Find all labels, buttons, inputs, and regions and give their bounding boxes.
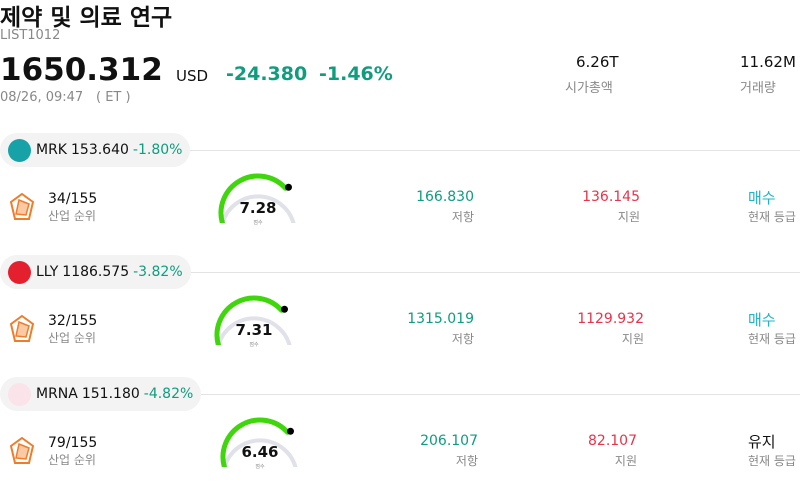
rank: 79/155 (48, 435, 98, 451)
rank-icon (9, 314, 35, 342)
support-label: 지원 (614, 454, 637, 468)
support: 1129.932 (577, 311, 644, 327)
rank-icon (9, 436, 35, 464)
support-label: 지원 (617, 210, 640, 224)
rating-label: 현재 등급 (748, 454, 796, 468)
resistance: 1315.019 (407, 311, 474, 327)
stat-label: 시가총액 (565, 81, 613, 96)
ticker-pill[interactable]: MRNA 151.180 -4.82% (0, 377, 202, 411)
gauge-fill (220, 417, 290, 467)
rating: 유지 (748, 433, 776, 451)
rank-fill (15, 442, 30, 460)
gauge-track (222, 438, 298, 467)
gauge-fill (214, 295, 284, 345)
timezone: ( ET ) (96, 90, 131, 105)
stat-value: 6.26T (576, 53, 619, 71)
pill-ticker: MRK (36, 142, 67, 158)
stat-label: 거래량 (740, 81, 776, 96)
logo (8, 139, 31, 162)
rank-label: 산업 순위 (48, 331, 96, 345)
score: 7.31 (235, 321, 273, 339)
divider (190, 272, 800, 273)
rating: 매수 (748, 189, 776, 207)
gauge-track (216, 316, 292, 345)
support: 136.145 (582, 189, 640, 205)
pill-change: -1.80% (132, 142, 183, 158)
pill-change: -3.82% (133, 264, 183, 280)
gauge-dot (280, 305, 288, 313)
pill-ticker: LLY (36, 264, 59, 280)
pill-change: -4.82% (143, 386, 194, 402)
divider (201, 394, 800, 395)
ticker-pill[interactable]: LLY 1186.575 -3.82% (0, 255, 191, 289)
resistance: 206.107 (420, 433, 478, 449)
resistance-label: 저항 (455, 454, 478, 468)
rating-label: 현재 등급 (748, 332, 796, 346)
title: 제약 및 의료 연구 (0, 5, 173, 31)
gauge (218, 173, 296, 223)
gauge-dot (284, 183, 292, 191)
rating-label: 현재 등급 (748, 210, 796, 224)
pill-price: 153.640 (71, 142, 129, 158)
gauge-dot (286, 427, 294, 435)
time: 08/26, 09:47 (0, 90, 84, 105)
stat-value: 11.62M (740, 53, 796, 71)
rank-fill (15, 198, 30, 216)
gauge-track (220, 194, 296, 223)
change-pct: -1.46% (319, 63, 393, 85)
rank-fill (15, 320, 30, 338)
gauge (214, 295, 292, 345)
pill-ticker: MRNA (36, 386, 78, 402)
rating: 매수 (748, 311, 776, 329)
change: -24.380 (226, 63, 308, 85)
resistance: 166.830 (416, 189, 474, 205)
score: 7.28 (239, 199, 277, 217)
rank: 32/155 (48, 313, 98, 329)
resistance-label: 저항 (451, 210, 474, 224)
divider (190, 150, 800, 151)
rank-label: 산업 순위 (48, 209, 96, 223)
support: 82.107 (588, 433, 637, 449)
currency: USD (176, 67, 209, 85)
score-label: 점수 (253, 220, 263, 226)
score: 6.46 (241, 443, 279, 461)
pill-price: 1186.575 (62, 264, 130, 280)
rank-label: 산업 순위 (48, 453, 96, 467)
ticker-pill[interactable]: MRK 153.640 -1.80% (0, 133, 191, 167)
rank: 34/155 (48, 191, 98, 207)
rank-icon (9, 192, 35, 220)
logo (8, 261, 31, 284)
score-label: 점수 (249, 342, 259, 348)
logo (8, 383, 31, 406)
gauge-fill (218, 173, 288, 223)
pill-price: 151.180 (81, 386, 140, 402)
price: 1650.312 (0, 52, 163, 88)
score-label: 점수 (255, 464, 265, 470)
code: LIST1012 (0, 28, 61, 43)
resistance-label: 저항 (451, 332, 474, 346)
support-label: 지원 (621, 332, 644, 346)
gauge (220, 417, 298, 467)
